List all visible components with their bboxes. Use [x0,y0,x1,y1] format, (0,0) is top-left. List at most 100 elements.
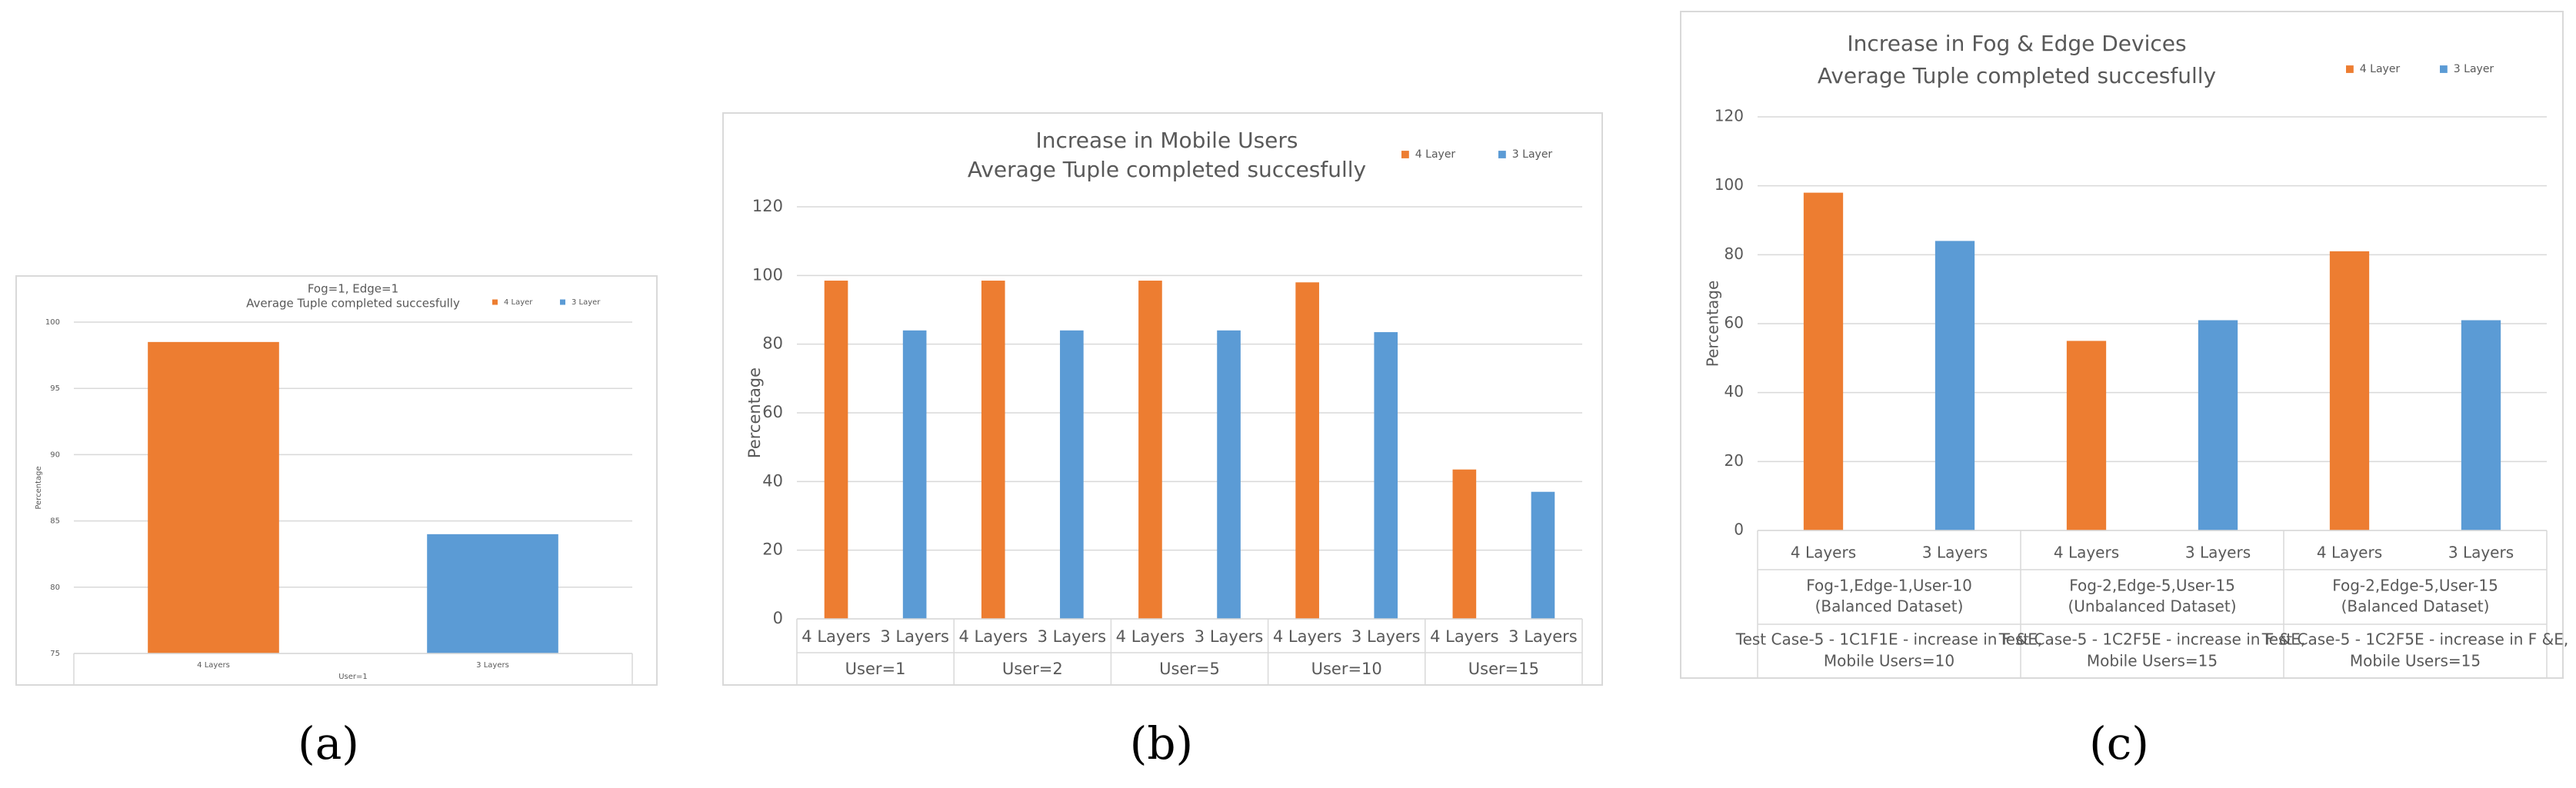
y-tick-label: 100 [752,265,783,284]
bar-label: 4 Layers [2317,544,2382,562]
y-tick-label: 0 [773,609,783,627]
bar-label: 4 Layers [1791,544,1856,562]
y-tick-label: 20 [762,540,783,559]
legend-label: 3 Layer [1512,148,1553,161]
y-tick-label: 40 [1725,382,1744,401]
bar [2329,251,2370,530]
group-label: User=2 [1002,660,1063,678]
y-tick-label: 80 [50,584,60,592]
legend-label: 4 Layer [1415,148,1456,161]
chart-title: Increase in Mobile Users [1036,128,1298,153]
legend-swatch [2440,65,2448,73]
y-tick-label: 120 [1715,107,1744,125]
bar [1374,332,1398,619]
bar-label: 4 Layers [197,661,230,670]
group-label: (Balanced Dataset) [2341,597,2490,616]
y-tick-label: 0 [1734,520,1744,539]
chart-subtitle: Average Tuple completed succesfully [246,297,460,311]
bar [902,330,927,619]
y-tick-label: 60 [1725,314,1744,332]
legend-swatch [492,299,498,305]
bar [1803,192,1844,530]
group-note: Test Case-5 - 1C2F5E - increase in F &E, [1998,630,2305,649]
legend-label: 3 Layer [2454,63,2494,75]
group-note: Test Case-5 - 1C1F1E - increase in F &E, [1735,630,2042,649]
y-tick-label: 75 [50,650,60,658]
y-tick-label: 100 [45,318,60,327]
bar-label: 3 Layers [1508,627,1578,646]
bar [2066,341,2107,530]
bar-label: 3 Layers [1195,627,1264,646]
bar [1934,241,1975,530]
bar-label: 3 Layers [1922,544,1988,562]
y-tick-label: 90 [50,451,60,459]
bar-label: 4 Layers [1430,627,1499,646]
group-label: User=1 [845,660,906,678]
bar-label: 3 Layers [476,661,509,670]
bar-label: 3 Layers [1351,627,1421,646]
bar-label: 3 Layers [2448,544,2514,562]
y-tick-label: 85 [50,517,60,526]
y-axis-label: Percentage [745,367,764,458]
chart-subtitle: Average Tuple completed succesfully [1818,63,2216,88]
y-tick-label: 80 [762,334,783,353]
group-label: Fog-2,Edge-5,User-15 [2069,577,2235,595]
group-label: User=10 [1311,660,1382,678]
bar [2198,320,2238,530]
group-label: User=5 [1159,660,1220,678]
y-axis-label: Percentage [1704,281,1722,367]
chart-subtitle: Average Tuple completed succesfully [968,157,1366,182]
legend-swatch [1401,151,1409,158]
bar [1531,491,1555,619]
y-tick-label: 100 [1715,175,1744,194]
y-tick-label: 40 [762,471,783,490]
bar [148,341,279,653]
bar-label: 4 Layers [1273,627,1342,646]
y-tick-label: 120 [752,197,783,215]
legend-label: 4 Layer [504,298,533,307]
y-tick-label: 80 [1725,244,1744,263]
bar [981,281,1005,619]
group-label: Fog-2,Edge-5,User-15 [2332,577,2498,595]
legend-label: 3 Layer [572,298,601,307]
group-note: Mobile Users=15 [2350,652,2481,670]
group-label: User=15 [1468,660,1539,678]
bar [1060,330,1084,619]
group-label: User=1 [338,673,368,681]
bar [1217,330,1241,619]
y-axis-label: Percentage [35,466,43,509]
bar [1295,282,1319,619]
legend-swatch [2346,65,2354,73]
y-tick-label: 60 [762,403,783,421]
group-note: Test Case-5 - 1C2F5E - increase in F &E, [2261,630,2568,649]
bar-label: 4 Layers [1116,627,1185,646]
bar-label: 3 Layers [880,627,949,646]
legend-label: 4 Layer [2360,63,2401,75]
caption: (a) [298,717,359,770]
bar [1138,281,1162,619]
group-label: Fog-1,Edge-1,User-10 [1806,577,1972,595]
bar-label: 3 Layers [1038,627,1107,646]
bar-label: 4 Layers [801,627,871,646]
caption: (b) [1130,717,1193,770]
caption: (c) [2089,717,2149,770]
bar [824,281,848,619]
group-note: Mobile Users=10 [1824,652,1954,670]
bar [427,534,558,653]
bar [2461,320,2501,530]
chart-title: Fog=1, Edge=1 [308,282,398,296]
group-note: Mobile Users=15 [2087,652,2218,670]
bar-label: 4 Layers [958,627,1028,646]
legend-swatch [1498,151,1506,158]
bar-label: 3 Layers [2185,544,2251,562]
legend-swatch [560,299,565,305]
group-label: (Unbalanced Dataset) [2068,597,2236,616]
bar-label: 4 Layers [2054,544,2119,562]
bar [1452,469,1477,619]
y-tick-label: 95 [50,384,60,393]
chart-frame [15,275,658,686]
y-tick-label: 20 [1725,451,1744,470]
chart-title: Increase in Fog & Edge Devices [1847,31,2186,56]
